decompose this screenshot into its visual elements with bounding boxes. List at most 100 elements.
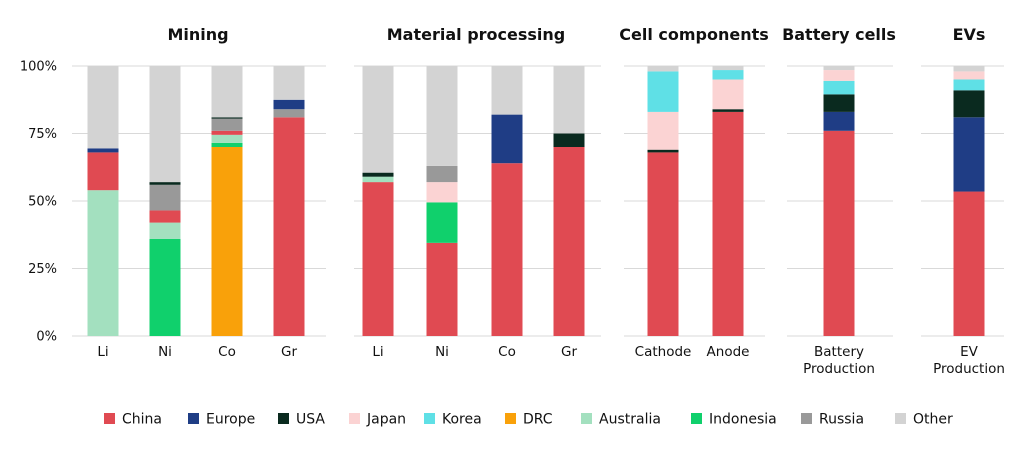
bar-segment-other <box>712 66 744 71</box>
bar-segment-australia <box>211 134 243 143</box>
legend-label: China <box>122 412 162 428</box>
bar-segment-korea <box>823 80 855 95</box>
y-tick-label: 25% <box>28 262 57 277</box>
bar-segment-europe <box>823 111 855 131</box>
bar-segment-usa <box>953 90 985 118</box>
bar-segment-japan <box>426 182 458 203</box>
bar-segment-other <box>491 66 523 115</box>
bar-segment-korea <box>712 70 744 80</box>
bar-segment-other <box>426 66 458 166</box>
bar-segment-usa <box>712 109 744 112</box>
category-label: Li <box>372 344 383 360</box>
legend-swatch-usa <box>278 413 289 424</box>
bar-segment-china <box>491 163 523 336</box>
bar-segment-usa <box>553 133 585 147</box>
bar-segment-china <box>953 191 985 336</box>
panel-title: EVs <box>953 25 986 44</box>
category-label: Gr <box>281 344 297 360</box>
y-tick-label: 100% <box>20 60 57 75</box>
category-label: Battery <box>814 344 864 360</box>
bar-segment-china <box>362 182 394 336</box>
panel-title: Mining <box>167 25 228 44</box>
bar-segment-russia <box>149 184 181 211</box>
bar-segment-drc <box>211 147 243 336</box>
bar-segment-other <box>87 66 119 149</box>
bar-segment-other <box>273 66 305 100</box>
category-label: Ni <box>158 344 172 360</box>
legend-swatch-indonesia <box>691 413 702 424</box>
category-label: Co <box>498 344 516 360</box>
bar-segment-china <box>273 117 305 336</box>
legend-label: USA <box>296 412 325 428</box>
bar-segment-europe <box>491 114 523 164</box>
bar-segment-china <box>712 111 744 337</box>
bar-segment-australia <box>149 222 181 239</box>
bar-segment-other <box>953 66 985 72</box>
legend-label: Russia <box>819 412 864 428</box>
bar-segment-china <box>149 210 181 223</box>
bar-segment-europe <box>953 117 985 192</box>
bar-segment-china <box>211 130 243 135</box>
legend-swatch-drc <box>505 413 516 424</box>
category-label: Co <box>218 344 236 360</box>
panel-title: Material processing <box>387 25 566 44</box>
bar-segment-usa <box>211 117 243 119</box>
category-label: Ni <box>435 344 449 360</box>
bar-segment-other <box>647 66 679 72</box>
y-tick-label: 50% <box>28 195 57 210</box>
bar-segment-usa <box>823 94 855 112</box>
legend-swatch-japan <box>349 413 360 424</box>
legend-swatch-russia <box>801 413 812 424</box>
bar-segment-china <box>553 147 585 336</box>
bar-segment-russia <box>211 118 243 131</box>
bar-segment-japan <box>823 70 855 81</box>
legend-label: Japan <box>366 412 406 428</box>
category-label: EV <box>960 344 979 360</box>
bar-segment-usa <box>647 149 679 153</box>
panel-title: Battery cells <box>782 25 896 44</box>
bar-segment-other <box>823 66 855 71</box>
category-label: Cathode <box>635 344 692 360</box>
bar-segment-other <box>553 66 585 134</box>
legend-swatch-korea <box>424 413 435 424</box>
bar-segment-indonesia <box>149 238 181 336</box>
bar-segment-china <box>647 152 679 336</box>
legend-label: Other <box>913 412 953 428</box>
bar-segment-other <box>211 66 243 118</box>
bar-segment-australia <box>362 176 394 183</box>
panel-title: Cell components <box>619 25 769 44</box>
bar-segment-other <box>149 66 181 183</box>
legend-swatch-europe <box>188 413 199 424</box>
bar-segment-usa <box>149 182 181 185</box>
legend-swatch-other <box>895 413 906 424</box>
legend-label: Australia <box>599 412 661 428</box>
bar-segment-usa <box>362 172 394 177</box>
bar-segment-russia <box>273 109 305 118</box>
category-label: Production <box>803 361 875 377</box>
bar-segment-korea <box>953 79 985 91</box>
bar-segment-russia <box>426 165 458 183</box>
bar-segment-indonesia <box>211 142 243 147</box>
bar-segment-china <box>87 152 119 191</box>
bar-segment-japan <box>953 71 985 80</box>
bar-segment-other <box>362 66 394 173</box>
y-tick-label: 75% <box>28 127 57 142</box>
legend-label: Korea <box>442 412 482 428</box>
bar-segment-japan <box>647 111 679 150</box>
category-label: Gr <box>561 344 577 360</box>
legend-label: Indonesia <box>709 412 777 428</box>
bar-segment-indonesia <box>426 202 458 243</box>
bar-segment-china <box>823 130 855 336</box>
bar-segment-europe <box>87 148 119 153</box>
bar-segment-china <box>426 242 458 336</box>
legend-swatch-australia <box>581 413 592 424</box>
category-label: Production <box>933 361 1005 377</box>
category-label: Anode <box>707 344 750 360</box>
legend-swatch-china <box>104 413 115 424</box>
bar-segment-europe <box>273 99 305 110</box>
category-label: Li <box>97 344 108 360</box>
bar-segment-australia <box>87 190 119 336</box>
bar-segment-korea <box>647 71 679 112</box>
